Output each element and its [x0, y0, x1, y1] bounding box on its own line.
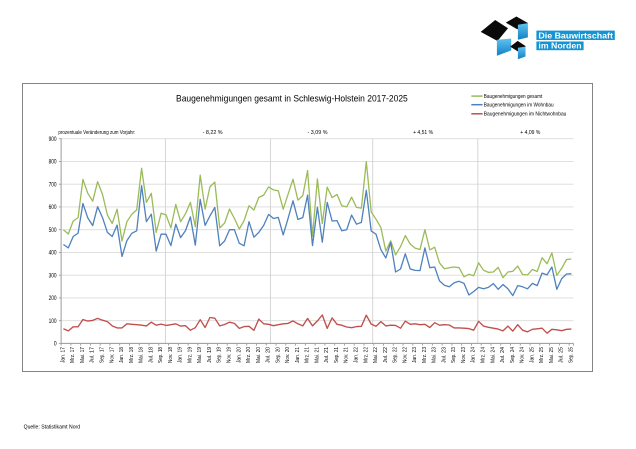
- svg-text:Jan. 19: Jan. 19: [178, 347, 184, 363]
- svg-text:Mrz. 21: Mrz. 21: [305, 347, 311, 363]
- svg-text:Nov. 18: Nov. 18: [168, 347, 174, 363]
- svg-text:Quelle: Statistikamt Nord: Quelle: Statistikamt Nord: [24, 425, 81, 431]
- svg-text:700: 700: [49, 181, 57, 188]
- svg-text:Nov. 17: Nov. 17: [109, 347, 115, 363]
- svg-text:500: 500: [49, 227, 57, 234]
- svg-text:Mrz. 17: Mrz. 17: [70, 347, 76, 363]
- svg-text:Mai. 21: Mai. 21: [314, 347, 320, 363]
- svg-text:Jul. 19: Jul. 19: [207, 347, 213, 363]
- svg-text:Mai. 17: Mai. 17: [80, 347, 86, 363]
- svg-text:Sep. 24: Sep. 24: [510, 347, 516, 363]
- svg-text:Baugenehmigungen gesamt: Baugenehmigungen gesamt: [484, 94, 543, 100]
- svg-text:100: 100: [49, 318, 57, 325]
- svg-text:Jan. 25: Jan. 25: [529, 347, 535, 363]
- svg-text:Nov. 21: Nov. 21: [344, 347, 350, 363]
- svg-text:Sep. 25: Sep. 25: [568, 347, 574, 363]
- svg-text:Sep. 22: Sep. 22: [393, 347, 399, 363]
- svg-text:Jan. 17: Jan. 17: [60, 347, 66, 363]
- svg-text:Jul. 17: Jul. 17: [90, 347, 96, 363]
- svg-text:Mrz. 18: Mrz. 18: [129, 347, 135, 363]
- svg-text:Mrz. 23: Mrz. 23: [422, 347, 428, 363]
- svg-text:Jan. 21: Jan. 21: [295, 347, 301, 363]
- svg-text:Nov. 22: Nov. 22: [402, 347, 408, 363]
- svg-text:0: 0: [54, 341, 57, 348]
- svg-text:Sep. 18: Sep. 18: [158, 347, 164, 363]
- svg-text:900: 900: [49, 136, 57, 143]
- svg-text:- 8,22 %: - 8,22 %: [203, 130, 223, 136]
- svg-text:Baugenehmigungen im Nichtwohnb: Baugenehmigungen im Nichtwohnbau: [484, 112, 567, 118]
- svg-text:Jul. 25: Jul. 25: [559, 347, 565, 363]
- svg-text:Jan. 20: Jan. 20: [236, 347, 242, 363]
- svg-text:Nov. 20: Nov. 20: [285, 347, 291, 363]
- svg-text:Mrz. 22: Mrz. 22: [363, 347, 369, 363]
- svg-text:Sep. 23: Sep. 23: [451, 347, 457, 363]
- svg-text:Jul. 22: Jul. 22: [383, 347, 389, 363]
- svg-text:Mai. 25: Mai. 25: [549, 347, 555, 363]
- svg-text:Mrz. 24: Mrz. 24: [481, 347, 487, 363]
- svg-text:Nov. 23: Nov. 23: [461, 347, 467, 363]
- svg-text:800: 800: [49, 159, 57, 166]
- svg-text:Jan. 24: Jan. 24: [471, 347, 477, 363]
- svg-text:Mai. 22: Mai. 22: [373, 347, 379, 363]
- svg-text:400: 400: [49, 250, 57, 257]
- svg-text:Jul. 20: Jul. 20: [266, 347, 272, 363]
- svg-text:Sep. 17: Sep. 17: [99, 347, 105, 363]
- svg-text:+ 4,51 %: + 4,51 %: [413, 130, 433, 136]
- svg-text:Sep. 21: Sep. 21: [334, 347, 340, 363]
- svg-text:Jul. 24: Jul. 24: [500, 347, 506, 363]
- svg-text:im Norden: im Norden: [538, 40, 581, 50]
- svg-text:Mai. 24: Mai. 24: [490, 347, 496, 363]
- svg-text:Nov. 24: Nov. 24: [520, 347, 526, 363]
- svg-text:Mrz. 25: Mrz. 25: [539, 347, 545, 363]
- svg-text:Jul. 21: Jul. 21: [324, 347, 330, 363]
- svg-text:Mai. 23: Mai. 23: [432, 347, 438, 363]
- svg-text:Jul. 23: Jul. 23: [441, 347, 447, 363]
- svg-text:200: 200: [49, 295, 57, 302]
- svg-text:Jan. 22: Jan. 22: [354, 347, 360, 363]
- svg-text:- 3,09 %: - 3,09 %: [308, 130, 328, 136]
- svg-text:Mai. 19: Mai. 19: [197, 347, 203, 363]
- svg-text:+ 4,09 %: + 4,09 %: [520, 130, 540, 136]
- svg-text:Nov. 19: Nov. 19: [226, 347, 232, 363]
- svg-text:Mrz. 19: Mrz. 19: [187, 347, 193, 363]
- svg-text:300: 300: [49, 272, 57, 279]
- svg-text:Die Bauwirtschaft: Die Bauwirtschaft: [538, 31, 613, 41]
- svg-text:Sep. 20: Sep. 20: [275, 347, 281, 363]
- svg-text:Sep. 19: Sep. 19: [217, 347, 223, 363]
- svg-text:Baugenehmigungen im Wohnbau: Baugenehmigungen im Wohnbau: [484, 103, 554, 109]
- svg-text:Jan. 18: Jan. 18: [119, 347, 125, 363]
- svg-text:Baugenehmigungen gesamt in Sch: Baugenehmigungen gesamt in Schleswig-Hol…: [176, 93, 408, 103]
- svg-text:Jul. 18: Jul. 18: [148, 347, 154, 363]
- svg-text:Jan. 23: Jan. 23: [412, 347, 418, 363]
- svg-text:Mai. 20: Mai. 20: [256, 347, 262, 363]
- svg-text:Mrz. 20: Mrz. 20: [246, 347, 252, 363]
- svg-text:600: 600: [49, 204, 57, 211]
- svg-text:prozentuale Veränderung zum Vo: prozentuale Veränderung zum Vorjahr:: [58, 130, 135, 136]
- svg-text:Mai. 18: Mai. 18: [139, 347, 145, 363]
